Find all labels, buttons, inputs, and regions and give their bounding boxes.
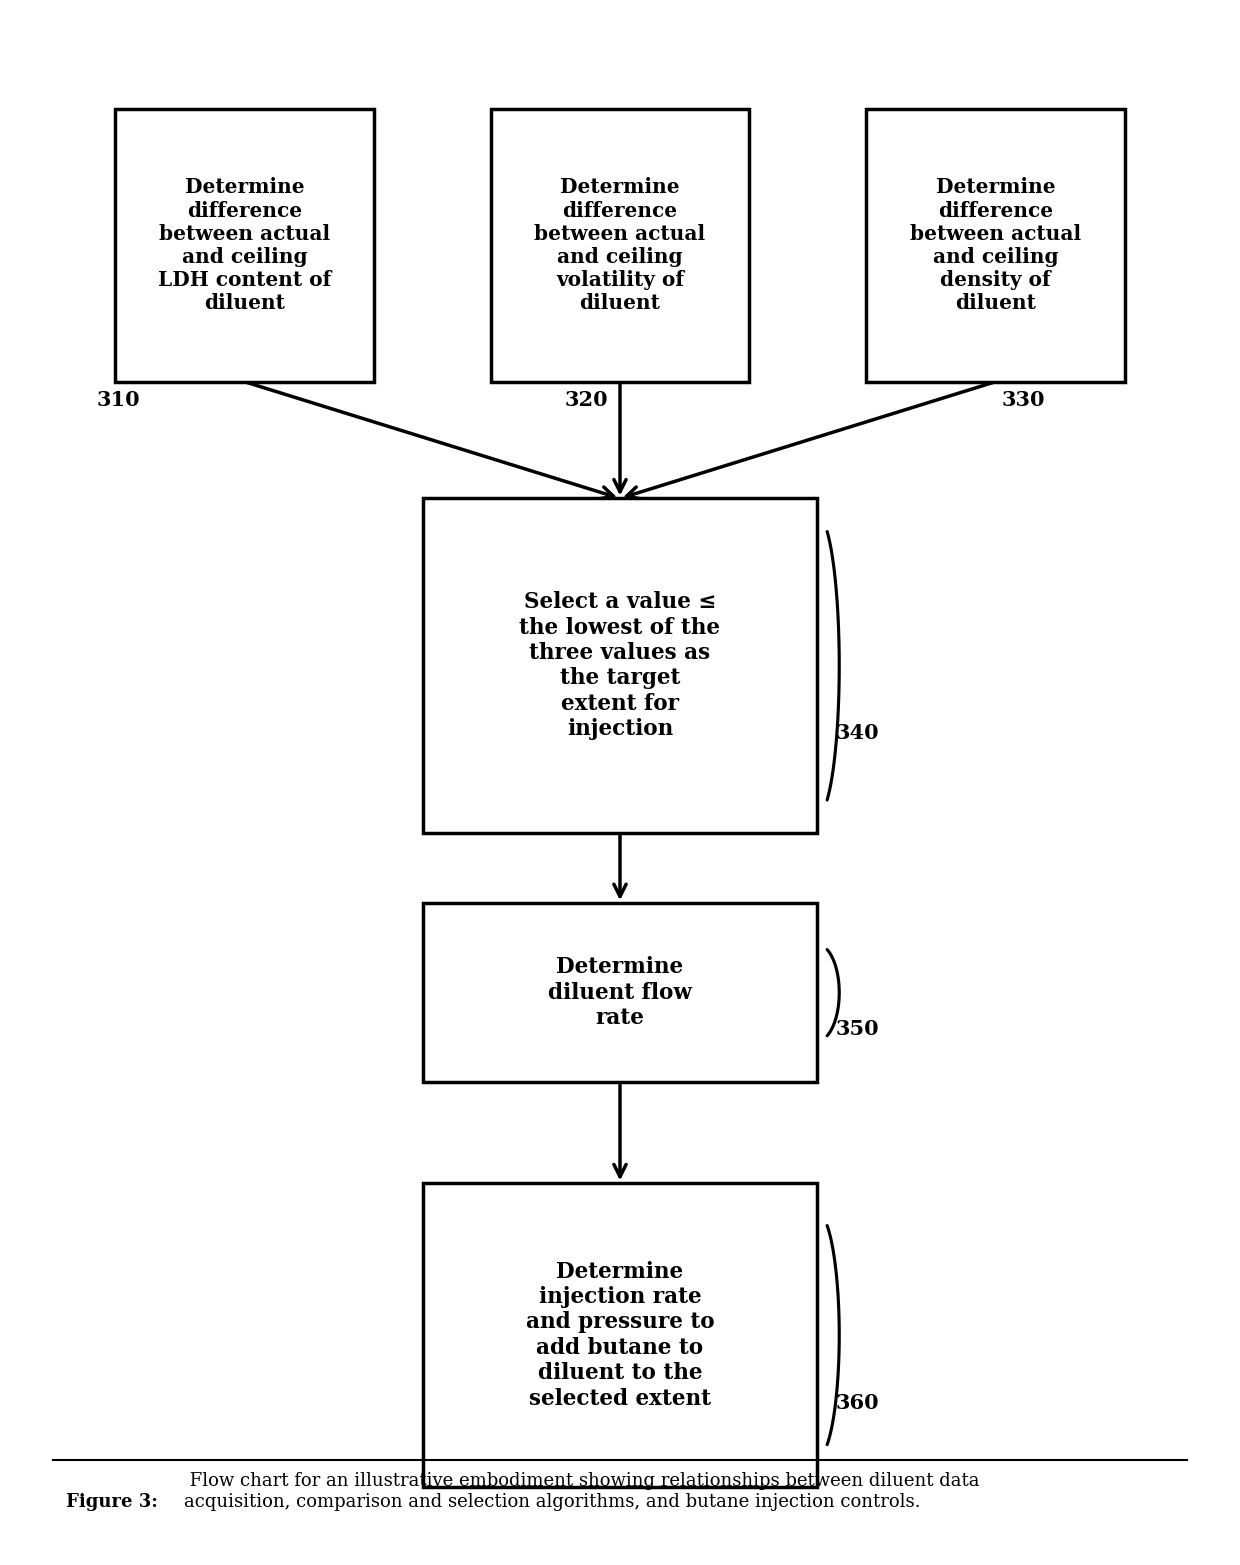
Text: 360: 360 (836, 1393, 879, 1413)
Text: 350: 350 (836, 1019, 879, 1039)
FancyBboxPatch shape (423, 1183, 817, 1487)
Text: 320: 320 (564, 390, 608, 410)
FancyBboxPatch shape (491, 110, 749, 382)
Text: Determine
difference
between actual
and ceiling
volatility of
diluent: Determine difference between actual and … (534, 177, 706, 313)
Text: Figure 3:: Figure 3: (66, 1493, 157, 1512)
FancyBboxPatch shape (867, 110, 1125, 382)
Text: Determine
difference
between actual
and ceiling
density of
diluent: Determine difference between actual and … (910, 177, 1081, 313)
Text: 310: 310 (97, 390, 140, 410)
FancyBboxPatch shape (423, 903, 817, 1081)
FancyBboxPatch shape (423, 498, 817, 833)
Text: Select a value ≤
the lowest of the
three values as
the target
extent for
injecti: Select a value ≤ the lowest of the three… (520, 592, 720, 740)
Text: 330: 330 (1002, 390, 1045, 410)
Text: Flow chart for an illustrative embodiment showing relationships between diluent : Flow chart for an illustrative embodimen… (184, 1473, 980, 1512)
Text: 340: 340 (836, 723, 879, 743)
Text: Determine
diluent flow
rate: Determine diluent flow rate (548, 956, 692, 1030)
Text: Determine
difference
between actual
and ceiling
LDH content of
diluent: Determine difference between actual and … (157, 177, 331, 313)
Text: Determine
injection rate
and pressure to
add butane to
diluent to the
selected e: Determine injection rate and pressure to… (526, 1261, 714, 1410)
FancyBboxPatch shape (115, 110, 373, 382)
